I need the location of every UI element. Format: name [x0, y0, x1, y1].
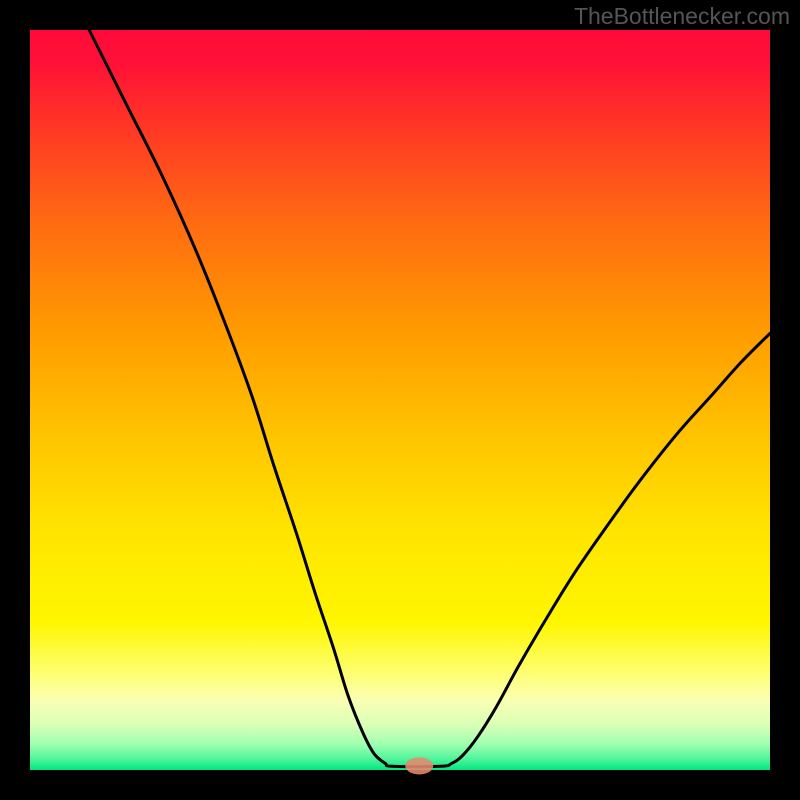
- chart-svg: [0, 0, 800, 800]
- plot-gradient: [30, 30, 770, 770]
- watermark-text: TheBottlenecker.com: [574, 3, 790, 30]
- optimum-marker: [405, 757, 433, 774]
- bottleneck-chart: TheBottlenecker.com: [0, 0, 800, 800]
